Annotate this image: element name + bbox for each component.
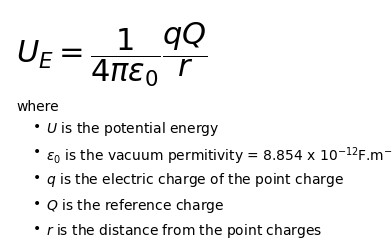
Text: $r$ is the distance from the point charges: $r$ is the distance from the point charg… (45, 222, 322, 241)
Text: $U$ is the potential energy: $U$ is the potential energy (45, 120, 219, 138)
Text: where: where (16, 100, 59, 114)
Text: $Q$ is the reference charge: $Q$ is the reference charge (45, 197, 224, 215)
Text: •: • (33, 120, 41, 134)
Text: •: • (33, 145, 41, 159)
Text: •: • (33, 171, 41, 185)
Text: $q$ is the electric charge of the point charge: $q$ is the electric charge of the point … (45, 171, 343, 189)
Text: •: • (33, 222, 41, 236)
Text: $\varepsilon_0$ is the vacuum permitivity = 8.854 x 10$^{-12}$F.m$^{-1}$: $\varepsilon_0$ is the vacuum permitivit… (45, 145, 392, 167)
Text: $U_E = \dfrac{1}{4\pi\varepsilon_0}\dfrac{qQ}{r}$: $U_E = \dfrac{1}{4\pi\varepsilon_0}\dfra… (16, 20, 208, 89)
Text: •: • (33, 197, 41, 211)
